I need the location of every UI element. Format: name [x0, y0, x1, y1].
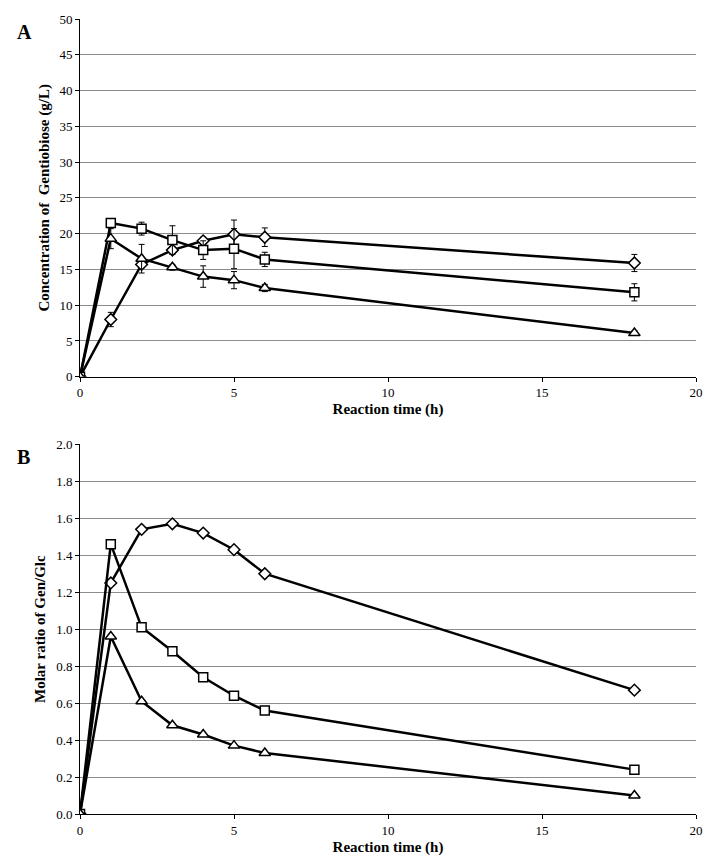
svg-text:40: 40 [59, 83, 72, 98]
svg-text:0.0: 0.0 [56, 807, 72, 822]
svg-text:A: A [17, 21, 32, 43]
svg-text:1.2: 1.2 [56, 585, 72, 600]
svg-text:30: 30 [59, 155, 72, 170]
svg-text:0.4: 0.4 [56, 733, 73, 748]
svg-text:5: 5 [231, 823, 238, 838]
svg-text:0.8: 0.8 [56, 659, 72, 674]
svg-text:35: 35 [59, 119, 72, 134]
svg-text:10: 10 [59, 298, 72, 313]
svg-text:0.6: 0.6 [56, 696, 73, 711]
svg-text:0.2: 0.2 [56, 770, 72, 785]
svg-text:Concentration of Gentiobiose: Concentration of Gentiobiose (g/L) [36, 84, 53, 311]
svg-text:15: 15 [536, 385, 549, 400]
svg-text:20: 20 [690, 385, 703, 400]
svg-text:0: 0 [77, 823, 84, 838]
svg-text:20: 20 [59, 226, 72, 241]
svg-text:15: 15 [536, 823, 549, 838]
svg-text:1.4: 1.4 [56, 548, 73, 563]
svg-text:45: 45 [59, 47, 72, 62]
svg-text:0: 0 [66, 369, 73, 384]
svg-text:1.8: 1.8 [56, 474, 72, 489]
svg-text:10: 10 [382, 823, 395, 838]
svg-text:20: 20 [690, 823, 703, 838]
svg-text:10: 10 [382, 385, 395, 400]
svg-text:0: 0 [77, 385, 84, 400]
svg-text:50: 50 [59, 12, 72, 27]
svg-text:1.0: 1.0 [56, 622, 72, 637]
svg-text:Reaction time (h): Reaction time (h) [333, 839, 444, 856]
svg-text:B: B [17, 446, 30, 468]
svg-text:15: 15 [59, 262, 72, 277]
svg-text:1.6: 1.6 [56, 511, 73, 526]
svg-text:Reaction time (h): Reaction time (h) [333, 401, 444, 418]
svg-text:5: 5 [231, 385, 238, 400]
svg-text:Molar ratio of Gen/Glc: Molar ratio of Gen/Glc [32, 555, 48, 703]
svg-text:25: 25 [59, 190, 72, 205]
svg-text:2.0: 2.0 [56, 437, 72, 452]
svg-text:5: 5 [66, 334, 73, 349]
